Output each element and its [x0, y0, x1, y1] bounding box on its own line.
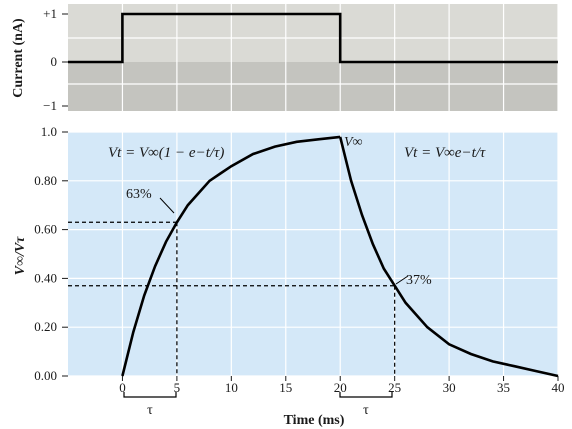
current-negative-region [68, 62, 558, 111]
tau-bracket-decay [339, 392, 393, 398]
current-trace [68, 12, 558, 64]
x-tick-label: 10 [225, 380, 238, 395]
voltage-y-tick-label: 0.60 [34, 222, 57, 237]
voltage-x-ticks: 0 5 10 15 20 25 30 35 40 [119, 376, 565, 395]
tau-bracket-rise [123, 392, 177, 398]
annotation-37-percent: 37% [406, 273, 432, 288]
x-tick-label: 40 [552, 380, 565, 395]
annotation-63-leader [159, 197, 175, 214]
current-y-tick-label: +1 [43, 6, 57, 21]
current-y-tick-label: −1 [43, 98, 57, 113]
tau-label-decay: τ [363, 403, 369, 418]
voltage-y-axis-label: V∞/Vτ [13, 236, 28, 276]
x-tick-label: 30 [443, 380, 456, 395]
voltage-reference-lines [68, 221, 396, 376]
voltage-y-tick-label: 1.0 [41, 124, 57, 139]
voltage-plot-background [68, 132, 558, 376]
annotation-v-infinity: V∞ [344, 135, 363, 150]
voltage-y-ticks: 1.0 0.80 0.60 0.40 0.20 0.00 [34, 124, 68, 383]
series-decay-line [338, 136, 559, 378]
x-tick-label: 35 [497, 380, 510, 395]
x-axis-label: Time (ms) [284, 413, 345, 428]
equation-rise: Vt = V∞(1 − e−t/τ) [108, 145, 224, 161]
x-tick-label: 20 [334, 380, 347, 395]
voltage-y-tick-label: 0.40 [34, 270, 57, 285]
x-tick-label: 5 [174, 380, 181, 395]
voltage-y-tick-label: 0.20 [34, 319, 57, 334]
voltage-panel: 1.0 0.80 0.60 0.40 0.20 0.00 0 5 10 15 20 25 30 35 40… [13, 124, 565, 428]
voltage-y-tick-label: 0.80 [34, 173, 57, 188]
current-y-axis-label: Current (nA) [11, 18, 26, 98]
x-tick-label: 0 [119, 380, 126, 395]
equation-decay: Vt = V∞e−t/τ [404, 145, 486, 161]
voltage-y-tick-label: 0.00 [34, 368, 57, 383]
x-tick-label: 25 [388, 380, 401, 395]
series-rise-line [121, 135, 341, 377]
current-y-ticks: +1 0 −1 [43, 6, 68, 113]
current-panel: +1 0 −1 Current (nA) [11, 4, 559, 113]
x-tick-label: 15 [279, 380, 292, 395]
tau-label-rise: τ [147, 403, 153, 418]
current-y-tick-label: 0 [51, 54, 58, 69]
current-gridlines [68, 4, 559, 111]
annotation-37-leader [395, 275, 409, 285]
annotation-63-percent: 63% [126, 187, 152, 202]
